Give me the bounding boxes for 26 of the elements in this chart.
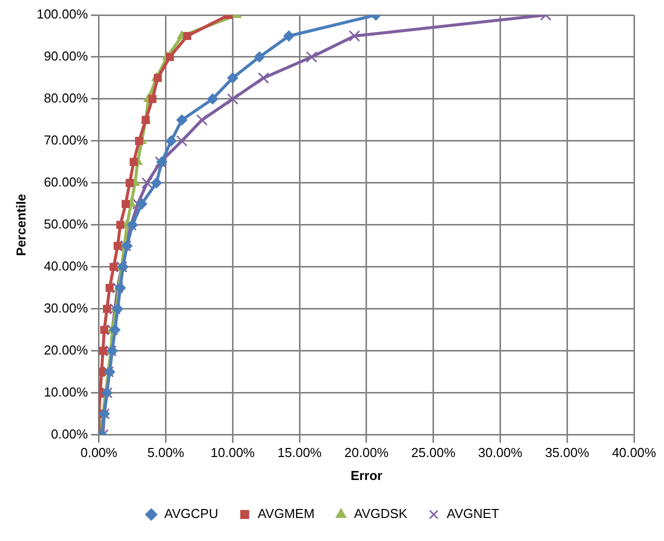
- y-tick-label: 30.00%: [44, 300, 88, 316]
- legend-label: AVGMEM: [258, 506, 315, 522]
- y-tick-label: 60.00%: [44, 174, 88, 190]
- y-tick-label: 10.00%: [44, 384, 88, 400]
- legend-label: AVGNET: [446, 506, 500, 522]
- y-tick-label: 40.00%: [44, 258, 88, 274]
- y-axis-title: Percentile: [13, 194, 28, 256]
- x-axis-title: Error: [350, 468, 382, 483]
- y-tick-label: 100.00%: [36, 6, 88, 22]
- x-tick-label: 15.00%: [278, 445, 322, 460]
- x-tick-label: 40.00%: [612, 445, 656, 460]
- y-tick-label: 80.00%: [44, 90, 88, 106]
- y-tick-label: 0.00%: [51, 426, 88, 442]
- y-tick-label: 70.00%: [44, 132, 88, 148]
- x-tick-label: 5.00%: [147, 445, 185, 460]
- x-tick-label: 20.00%: [344, 445, 389, 460]
- legend-label: AVGCPU: [164, 506, 218, 522]
- x-tick-label: 30.00%: [478, 445, 523, 460]
- x-tick-label: 10.00%: [210, 445, 256, 460]
- legend-label: AVGDSK: [354, 506, 408, 522]
- x-tick-label: 25.00%: [411, 445, 456, 460]
- x-tick-label: 0.00%: [80, 445, 118, 460]
- y-tick-label: 90.00%: [44, 48, 88, 64]
- x-tick-label: 35.00%: [545, 445, 590, 460]
- y-tick-label: 50.00%: [44, 216, 88, 232]
- y-tick-label: 20.00%: [44, 342, 88, 358]
